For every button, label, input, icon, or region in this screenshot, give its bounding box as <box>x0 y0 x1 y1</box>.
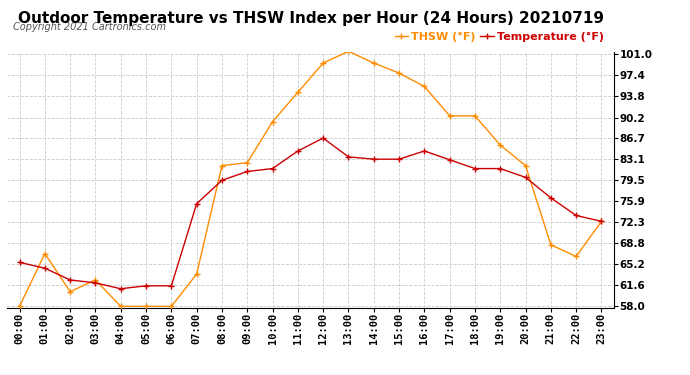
THSW (°F) <box>41 251 49 256</box>
THSW (°F) <box>522 164 530 168</box>
Temperature (°F) <box>15 260 23 265</box>
Temperature (°F) <box>142 284 150 288</box>
THSW (°F) <box>66 290 75 294</box>
Text: Outdoor Temperature vs THSW Index per Hour (24 Hours) 20210719: Outdoor Temperature vs THSW Index per Ho… <box>17 11 604 26</box>
Temperature (°F) <box>117 286 125 291</box>
THSW (°F) <box>243 160 251 165</box>
Temperature (°F) <box>572 213 580 218</box>
Temperature (°F) <box>496 166 504 171</box>
THSW (°F) <box>446 114 454 118</box>
Temperature (°F) <box>294 149 302 153</box>
Temperature (°F) <box>91 280 99 285</box>
Temperature (°F) <box>598 219 606 224</box>
Temperature (°F) <box>319 136 327 140</box>
THSW (°F) <box>268 119 277 124</box>
THSW (°F) <box>319 61 327 65</box>
Legend: THSW (°F), Temperature (°F): THSW (°F), Temperature (°F) <box>391 27 609 46</box>
THSW (°F) <box>420 84 428 89</box>
Temperature (°F) <box>268 166 277 171</box>
THSW (°F) <box>344 49 353 54</box>
Temperature (°F) <box>522 175 530 180</box>
THSW (°F) <box>117 304 125 309</box>
THSW (°F) <box>193 272 201 276</box>
THSW (°F) <box>15 304 23 309</box>
Text: Copyright 2021 Cartronics.com: Copyright 2021 Cartronics.com <box>13 22 166 32</box>
Temperature (°F) <box>546 196 555 200</box>
Temperature (°F) <box>370 157 378 162</box>
Temperature (°F) <box>395 157 403 162</box>
Temperature (°F) <box>41 266 49 270</box>
THSW (°F) <box>294 90 302 94</box>
Line: Temperature (°F): Temperature (°F) <box>17 135 604 291</box>
THSW (°F) <box>471 114 479 118</box>
Temperature (°F) <box>420 149 428 153</box>
THSW (°F) <box>91 278 99 282</box>
Temperature (°F) <box>344 154 353 159</box>
Temperature (°F) <box>471 166 479 171</box>
Temperature (°F) <box>66 278 75 282</box>
THSW (°F) <box>572 254 580 259</box>
THSW (°F) <box>142 304 150 309</box>
Temperature (°F) <box>243 169 251 174</box>
THSW (°F) <box>598 219 606 224</box>
THSW (°F) <box>546 243 555 247</box>
THSW (°F) <box>218 164 226 168</box>
THSW (°F) <box>167 304 175 309</box>
Line: THSW (°F): THSW (°F) <box>17 48 604 309</box>
Temperature (°F) <box>446 158 454 162</box>
THSW (°F) <box>496 143 504 147</box>
Temperature (°F) <box>218 178 226 183</box>
THSW (°F) <box>395 71 403 75</box>
THSW (°F) <box>370 61 378 65</box>
Temperature (°F) <box>193 201 201 206</box>
Temperature (°F) <box>167 284 175 288</box>
